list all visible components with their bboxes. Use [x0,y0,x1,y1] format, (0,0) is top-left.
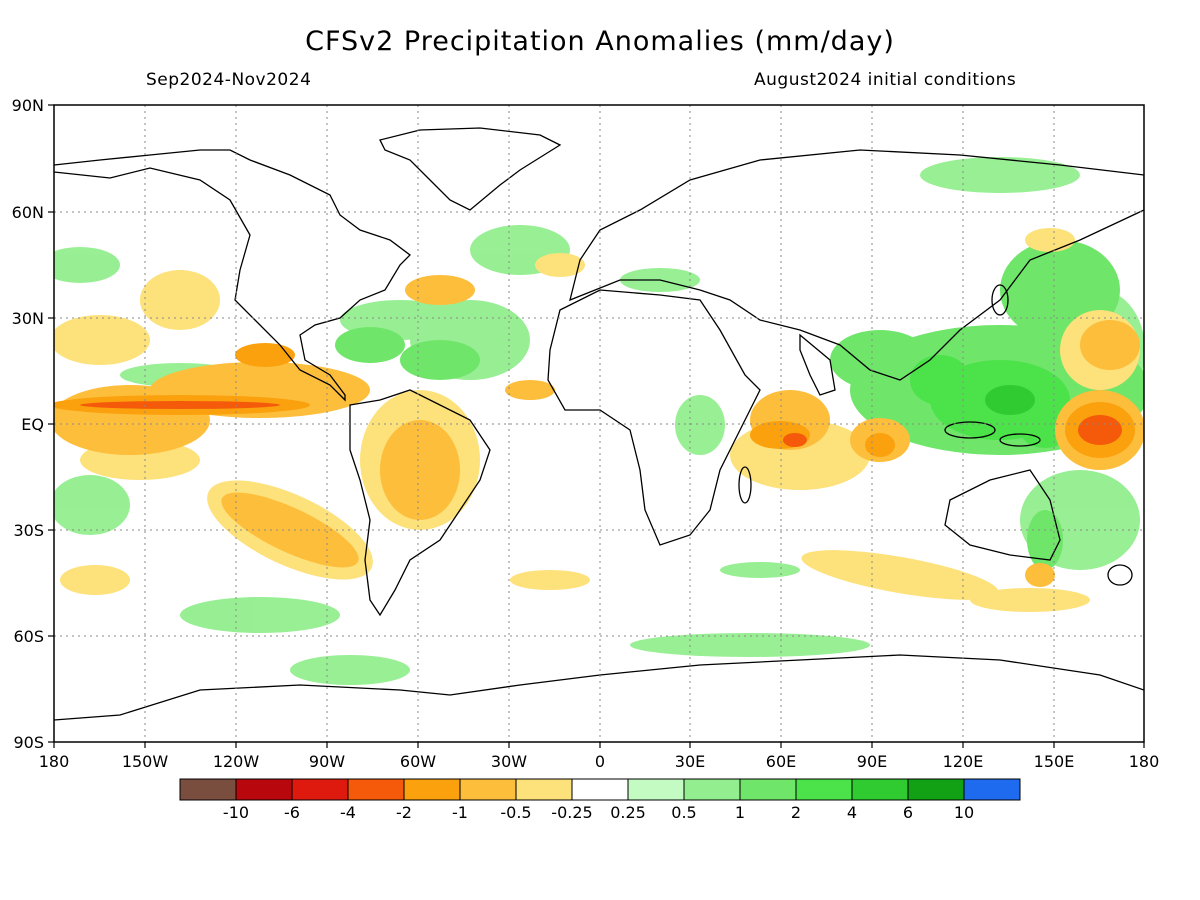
axis-ticks [48,104,1145,748]
lat-tick-label: 60N [12,203,44,222]
lon-tick-label: 180 [1129,752,1160,771]
colorbar-label: 0.25 [610,803,646,822]
lat-tick-label: EQ [21,415,44,434]
longitude-labels: 180 150W 120W 90W 60W 30W 0 30E 60E 90E … [39,752,1160,771]
lon-tick-label: 90W [309,752,345,771]
colorbar-label: 2 [791,803,801,822]
colorbar-labels: -10 -6 -4 -2 -1 -0.5 -0.25 0.25 0.5 1 2 4 6 10 [223,803,974,822]
colorbar-swatch [907,778,965,801]
colorbar-label: -4 [340,803,356,822]
colorbar-label: 6 [903,803,913,822]
lat-lon-grid [54,105,1144,742]
lat-tick-label: 30S [13,521,44,540]
colorbar-swatch [963,778,1021,801]
colorbar-swatch [627,778,685,801]
initial-conditions-label: August2024 initial conditions [754,70,1017,90]
lat-tick-label: 90S [13,733,44,752]
colorbar-label: 1 [735,803,745,822]
colorbar-swatch [571,778,629,801]
lon-tick-label: 30W [491,752,527,771]
colorbar-swatch [459,778,517,801]
colorbar-label: -0.25 [551,803,592,822]
colorbar-label: -10 [223,803,249,822]
lon-tick-label: 90E [857,752,887,771]
lon-tick-label: 60W [400,752,436,771]
colorbar-label: -0.5 [500,803,531,822]
colorbar-label: 0.5 [671,803,696,822]
latitude-labels: 90N 60N 30N EQ 30S 60S 90S [12,96,44,752]
colorbar-swatch [347,778,405,801]
colorbar-swatch [235,778,293,801]
colorbar [179,778,1021,801]
colorbar-label: -6 [284,803,300,822]
lat-tick-label: 30N [12,309,44,328]
lon-tick-label: 30E [675,752,705,771]
lon-tick-label: 150E [1034,752,1075,771]
lon-tick-label: 0 [595,752,605,771]
colorbar-swatch [515,778,573,801]
colorbar-swatch [739,778,797,801]
map-title: CFSv2 Precipitation Anomalies (mm/day) [305,26,895,57]
colorbar-label: 10 [954,803,974,822]
colorbar-label: -1 [452,803,468,822]
lat-tick-label: 60S [13,627,44,646]
lon-tick-label: 150W [122,752,169,771]
forecast-period: Sep2024-Nov2024 [146,70,312,90]
colorbar-swatch [795,778,853,801]
colorbar-swatch [851,778,909,801]
colorbar-swatch [291,778,349,801]
colorbar-swatch [179,778,237,801]
lon-tick-label: 60E [766,752,796,771]
lat-tick-label: 90N [12,96,44,115]
colorbar-swatch [403,778,461,801]
coastlines [54,127,1144,721]
lon-tick-label: 180 [39,752,70,771]
lon-tick-label: 120W [213,752,260,771]
colorbar-swatch [683,778,741,801]
colorbar-label: 4 [847,803,857,822]
colorbar-label: -2 [396,803,412,822]
lon-tick-label: 120E [943,752,984,771]
